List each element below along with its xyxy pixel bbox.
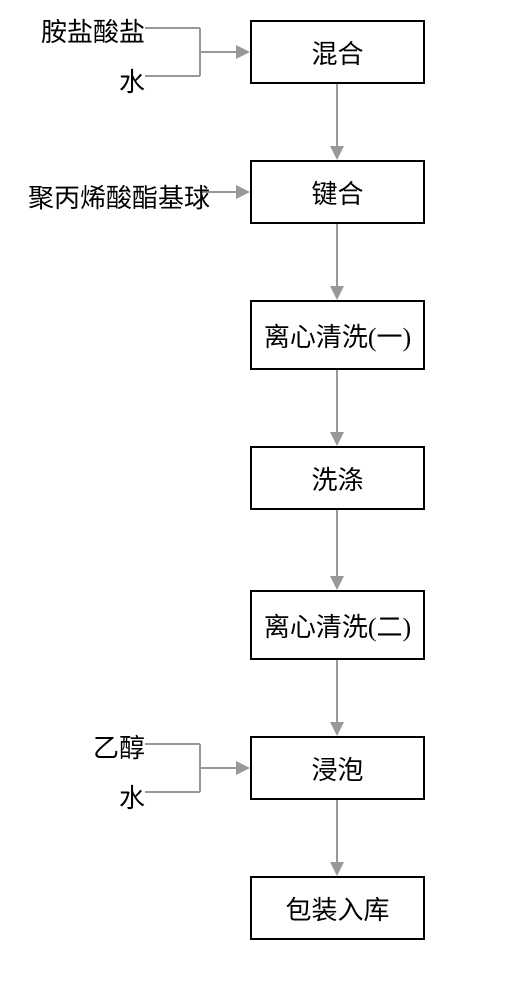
flow-input-3: 乙醇 [60, 728, 145, 765]
flow-node-n2: 键合 [250, 160, 425, 224]
flow-input-0: 胺盐酸盐 [15, 12, 145, 49]
flow-input-1: 水 [15, 62, 145, 99]
flow-node-n1: 混合 [250, 20, 425, 84]
flow-node-n5: 离心清洗(二) [250, 590, 425, 660]
flow-node-n7: 包装入库 [250, 876, 425, 940]
flow-node-n3: 离心清洗(一) [250, 300, 425, 370]
flow-input-4: 水 [60, 778, 145, 815]
flow-node-n4: 洗涤 [250, 446, 425, 510]
flow-input-2: 聚丙烯酸酯基球 [15, 178, 210, 215]
flow-node-n6: 浸泡 [250, 736, 425, 800]
